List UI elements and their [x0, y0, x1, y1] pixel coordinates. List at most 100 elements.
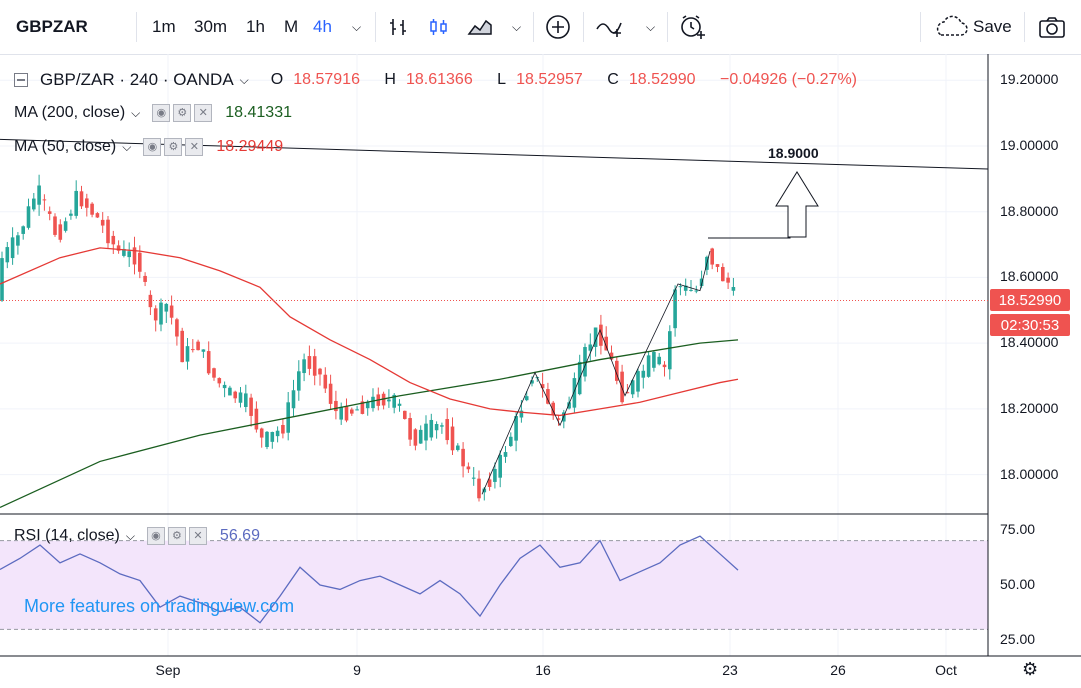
eye-icon[interactable]: ◉ [146, 527, 165, 545]
cloud-icon [936, 15, 968, 36]
ma50-label[interactable]: MA (50, close) [14, 138, 117, 155]
eye-icon[interactable]: ◉ [143, 138, 162, 156]
symbol-search-button[interactable]: GBPZAR [16, 0, 88, 54]
candle-body [625, 392, 630, 394]
ma200-label[interactable]: MA (200, close) [14, 104, 126, 121]
candle-body [360, 401, 365, 414]
candle-body [334, 400, 338, 412]
bar-style-icon[interactable] [388, 0, 410, 54]
ma200-legend: MA (200, close) ⌵ ◉ ⚙ ✕ 18.41331 [14, 104, 292, 122]
candle-body [259, 428, 264, 438]
close-icon[interactable]: ✕ [188, 527, 207, 545]
candle-body [620, 371, 624, 403]
price-tick-label: 19.00000 [1000, 137, 1059, 153]
candle-body [572, 378, 577, 408]
candle-body [350, 409, 354, 414]
zigzag-drawing[interactable] [481, 251, 711, 495]
candle-body [37, 185, 41, 205]
interval-month[interactable]: M [284, 17, 299, 36]
main-legend: GBP/ZAR · 240 · OANDA ⌵ O 18.57916 H 18.61… [14, 70, 867, 90]
candle-body [270, 431, 275, 442]
candle-body [42, 199, 47, 201]
close-icon[interactable]: ✕ [185, 138, 204, 156]
alert-clock-icon[interactable] [678, 0, 708, 54]
chevron-down-icon[interactable]: ⌵ [512, 19, 522, 34]
candle-body [371, 396, 375, 409]
eye-icon[interactable]: ◉ [152, 104, 171, 122]
candle-body [212, 368, 216, 378]
candle-body [477, 478, 481, 499]
chevron-down-icon[interactable]: ⌵ [646, 19, 656, 34]
candle-body [164, 303, 169, 312]
compare-icon[interactable] [595, 0, 625, 54]
pair-title[interactable]: GBP/ZAR · 240 · OANDA [40, 70, 234, 89]
top-toolbar: GBPZAR 1m 30m 1h M 4h ⌵ ⌵ ⌵ Save [0, 0, 1081, 55]
candle-style-icon[interactable] [428, 0, 450, 54]
candle-body [148, 294, 153, 308]
rsi-value: 56.69 [219, 527, 260, 544]
interval-1h[interactable]: 1h [246, 17, 265, 36]
candle-body [440, 425, 444, 427]
watermark[interactable]: More features on tradingview.com [24, 596, 295, 616]
annotation-label[interactable]: 18.9000 [768, 145, 819, 161]
candle-body [233, 391, 237, 399]
rsi-tick-label: 25.00 [1000, 631, 1036, 648]
candle-body [429, 419, 434, 438]
gear-icon[interactable]: ⚙ [167, 527, 186, 545]
candle-body [604, 336, 608, 351]
chevron-down-icon[interactable]: ⌵ [125, 528, 135, 543]
candle-body [540, 384, 545, 389]
interval-30m[interactable]: 30m [194, 17, 228, 36]
up-arrow-drawing[interactable] [708, 171, 819, 239]
gear-icon[interactable]: ⚙ [164, 138, 183, 156]
rsi-tick-label: 50.00 [1000, 576, 1036, 592]
candle-body [217, 378, 222, 384]
area-style-icon[interactable] [467, 0, 493, 54]
candle-body [498, 454, 502, 478]
arrow-connector [708, 237, 791, 239]
candle-body [32, 198, 36, 210]
gear-icon[interactable]: ⚙ [173, 104, 192, 122]
candle-body [403, 410, 407, 419]
chevron-down-icon[interactable]: ⌵ [131, 105, 141, 120]
rsi-label[interactable]: RSI (14, close) [14, 527, 120, 544]
gear-icon[interactable]: ⚙ [1022, 659, 1039, 679]
candle-body [530, 380, 534, 384]
candle-body [201, 349, 206, 352]
candle-body [106, 219, 110, 244]
candle-body [668, 331, 672, 370]
candle-body [726, 277, 730, 283]
candle-body [652, 351, 656, 368]
rsi-legend: RSI (14, close) ⌵ ◉ ⚙ ✕ 56.69 [14, 527, 260, 545]
candle-body [180, 330, 184, 363]
close-icon[interactable]: ✕ [194, 104, 213, 122]
candle-body [328, 383, 333, 404]
interval-1m[interactable]: 1m [152, 17, 176, 36]
chevron-down-icon[interactable]: ⌵ [122, 139, 132, 154]
candle-body [159, 302, 163, 325]
candle-body [0, 258, 4, 301]
candle-body [53, 216, 57, 235]
candle-body [699, 278, 704, 286]
candle-body [721, 266, 725, 282]
indicators-add-icon[interactable] [545, 0, 571, 54]
candle-body [228, 387, 232, 396]
collapse-icon[interactable] [14, 73, 28, 87]
candle-body [482, 488, 487, 493]
candle-body [673, 289, 677, 329]
chevron-down-icon[interactable]: ⌵ [352, 19, 362, 34]
candle-body [387, 399, 391, 402]
candle-body [111, 235, 116, 245]
candle-body [519, 410, 524, 418]
candle-body [138, 252, 142, 272]
price-tick-label: 18.20000 [1000, 399, 1059, 416]
save-button[interactable]: Save [933, 0, 1012, 54]
candle-body [599, 324, 603, 346]
camera-icon[interactable] [1038, 0, 1066, 54]
chevron-down-icon[interactable]: ⌵ [239, 72, 249, 87]
interval-4h[interactable]: 4h [313, 17, 332, 36]
candle-body [254, 408, 259, 430]
candle-body [90, 203, 94, 215]
time-tick-label: Sep [155, 662, 181, 678]
